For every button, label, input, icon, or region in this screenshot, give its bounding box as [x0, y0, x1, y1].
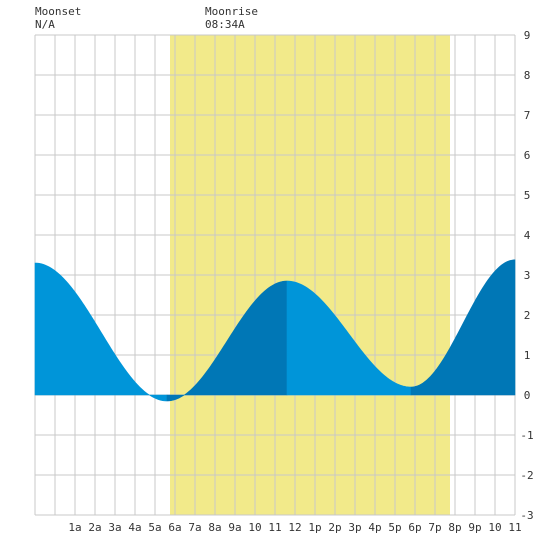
x-tick-label: 10	[248, 521, 261, 534]
y-tick-label: 0	[524, 389, 531, 402]
x-tick-label: 5p	[388, 521, 401, 534]
x-tick-label: 9a	[228, 521, 241, 534]
y-tick-label: 7	[524, 109, 531, 122]
x-tick-label: 10	[488, 521, 501, 534]
tide-area-rising-4	[410, 259, 516, 396]
y-tick-label: 9	[524, 29, 531, 42]
y-tick-label: 5	[524, 189, 531, 202]
y-tick-label: 6	[524, 149, 531, 162]
tide-area-falling-3	[286, 280, 412, 396]
y-tick-label: -2	[520, 469, 533, 482]
x-tick-label: 1p	[308, 521, 321, 534]
x-tick-label: 5a	[148, 521, 161, 534]
x-tick-label: 3a	[108, 521, 121, 534]
x-tick-label: 8p	[448, 521, 461, 534]
y-tick-label: 8	[524, 69, 531, 82]
y-tick-label: -3	[520, 509, 533, 522]
x-tick-label: 2p	[328, 521, 341, 534]
x-tick-label: 7p	[428, 521, 441, 534]
tide-area-layer	[34, 259, 516, 402]
x-tick-label: 7a	[188, 521, 201, 534]
x-tick-label: 12	[288, 521, 301, 534]
x-tick-label: 11	[508, 521, 521, 534]
moonset-value: N/A	[35, 18, 55, 31]
y-tick-label: 2	[524, 309, 531, 322]
tide-area-rising-2	[166, 280, 288, 402]
y-tick-label: -1	[520, 429, 533, 442]
tide-area-falling-1	[34, 262, 168, 402]
y-tick-label: 4	[524, 229, 531, 242]
x-tick-label: 1a	[68, 521, 81, 534]
y-tick-label: 3	[524, 269, 531, 282]
moonset-block: Moonset N/A	[35, 5, 81, 31]
x-tick-label: 8a	[208, 521, 221, 534]
moonrise-block: Moonrise 08:34A	[205, 5, 258, 31]
x-tick-label: 4p	[368, 521, 381, 534]
x-tick-label: 2a	[88, 521, 101, 534]
moonrise-label: Moonrise	[205, 5, 258, 18]
x-tick-label: 11	[268, 521, 281, 534]
y-axis-labels: -3 -2 -1 0 1 2 3 4 5 6 7 8 9	[520, 29, 533, 522]
x-tick-label: 6p	[408, 521, 421, 534]
moonset-label: Moonset	[35, 5, 82, 18]
x-tick-label: 6a	[168, 521, 181, 534]
x-tick-label: 4a	[128, 521, 141, 534]
x-tick-label: 9p	[468, 521, 481, 534]
x-axis-labels: 1a 2a 3a 4a 5a 6a 7a 8a 9a 10 11 12 1p 2p 3p 4p 5p 6p 7p 8p…	[68, 521, 521, 534]
moonrise-value: 08:34A	[205, 18, 245, 31]
x-tick-label: 3p	[348, 521, 361, 534]
y-tick-label: 1	[524, 349, 531, 362]
